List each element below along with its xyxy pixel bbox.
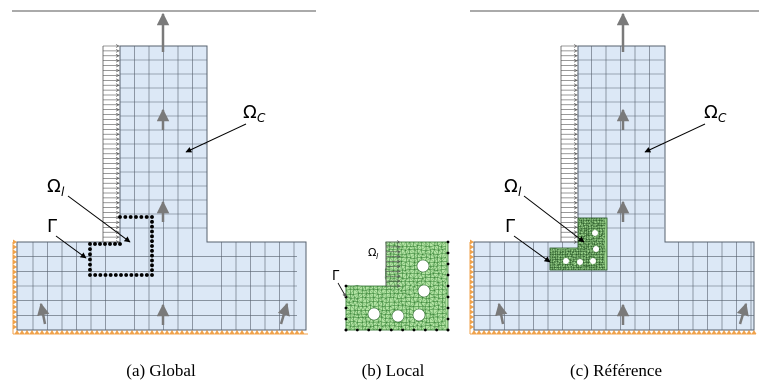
applied-traction-arrows-ref bbox=[560, 44, 578, 244]
supports-ref bbox=[469, 239, 757, 335]
svg-text:l: l bbox=[61, 185, 65, 199]
local-traction bbox=[385, 240, 401, 288]
label-omega-c: Ω C bbox=[185, 102, 266, 153]
force-arrows-ref bbox=[495, 12, 749, 325]
label-gamma-ref: Γ bbox=[505, 216, 551, 263]
panel-global: Ω C Ω l Γ (a) Global bbox=[12, 10, 316, 380]
svg-text:C: C bbox=[257, 111, 266, 125]
caption-global: (a) Global bbox=[126, 361, 196, 380]
panel-reference: Ω C Ω l Γ (c) Référence bbox=[469, 10, 759, 380]
svg-text:Ω: Ω bbox=[504, 176, 518, 197]
label-gamma: Γ bbox=[47, 216, 87, 259]
panel-local: Ω l Γ (b) Local bbox=[332, 240, 450, 380]
fine-mesh-ref bbox=[549, 217, 608, 271]
svg-text:Γ: Γ bbox=[332, 269, 340, 284]
supports bbox=[12, 239, 308, 335]
svg-text:l: l bbox=[376, 252, 379, 261]
interface-gamma-local bbox=[344, 240, 450, 332]
svg-text:C: C bbox=[718, 111, 727, 125]
caption-local: (b) Local bbox=[362, 361, 425, 380]
svg-text:Ω: Ω bbox=[368, 246, 376, 259]
label-omega-l: Ω l bbox=[47, 176, 131, 243]
force-arrows bbox=[37, 12, 290, 325]
caption-reference: (c) Référence bbox=[570, 361, 662, 380]
svg-text:Ω: Ω bbox=[704, 102, 718, 123]
label-gamma-local: Γ bbox=[332, 269, 347, 298]
label-omega-l-local: Ω l bbox=[368, 246, 379, 261]
svg-text:Ω: Ω bbox=[47, 176, 61, 197]
label-omega-l-ref: Ω l bbox=[504, 176, 585, 243]
applied-traction-arrows bbox=[102, 44, 120, 244]
svg-text:Ω: Ω bbox=[243, 102, 257, 123]
svg-text:Γ: Γ bbox=[47, 216, 57, 237]
svg-text:l: l bbox=[518, 185, 522, 199]
svg-text:Γ: Γ bbox=[505, 216, 515, 237]
label-omega-c-ref: Ω C bbox=[644, 102, 727, 153]
interface-gamma bbox=[88, 215, 154, 277]
